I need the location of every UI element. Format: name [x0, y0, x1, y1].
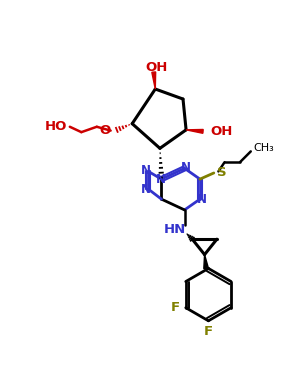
- Text: OH: OH: [146, 61, 168, 74]
- Text: O: O: [99, 124, 111, 137]
- Polygon shape: [186, 130, 203, 133]
- Text: N: N: [141, 183, 151, 196]
- Text: N: N: [141, 164, 151, 177]
- Text: N: N: [181, 161, 191, 174]
- Polygon shape: [152, 72, 156, 89]
- Text: OH: OH: [211, 125, 233, 138]
- Text: N: N: [156, 173, 166, 186]
- Text: CH₃: CH₃: [253, 142, 274, 152]
- Text: F: F: [170, 301, 180, 314]
- Text: HN: HN: [164, 223, 186, 237]
- Text: F: F: [204, 325, 213, 338]
- Text: S: S: [217, 166, 226, 179]
- Text: N: N: [196, 193, 206, 207]
- Text: HO: HO: [45, 120, 68, 133]
- Polygon shape: [204, 254, 208, 269]
